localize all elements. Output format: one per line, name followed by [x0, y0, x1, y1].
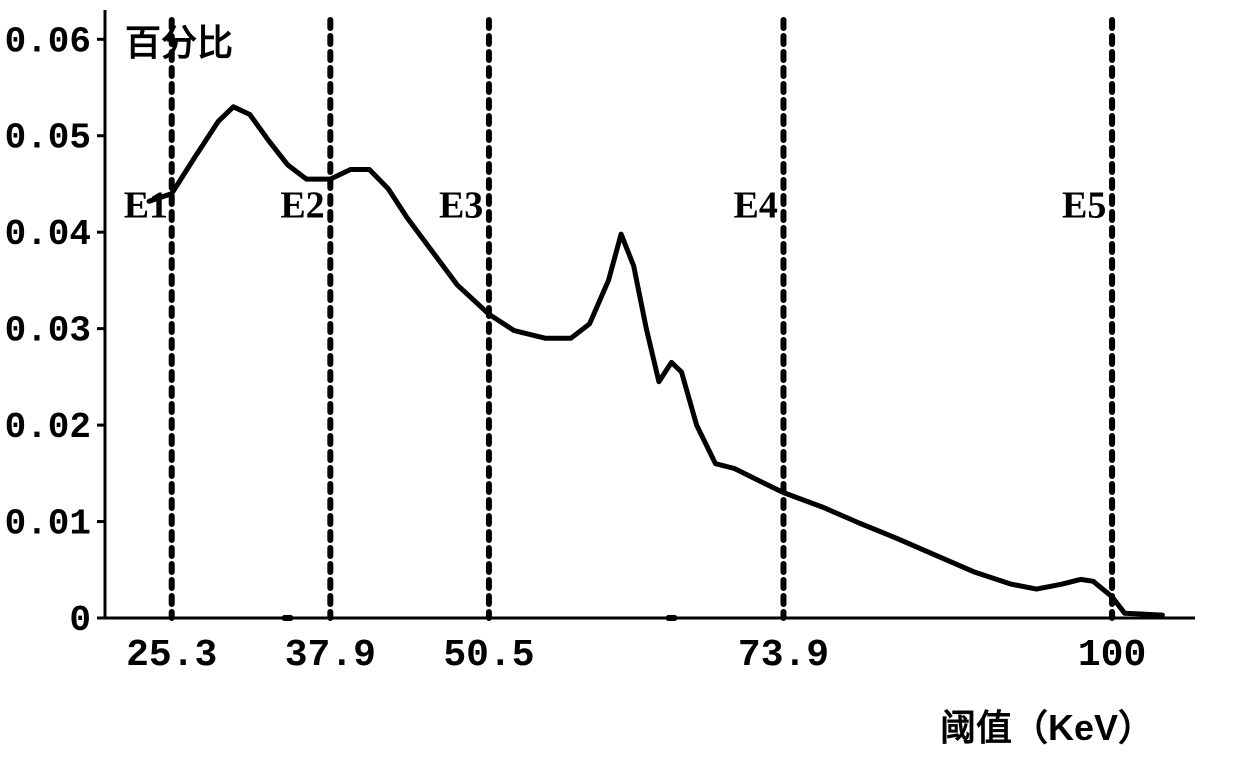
x-tick-label: 37.9 [285, 634, 376, 677]
y-axis-title: 百分比 [125, 22, 233, 63]
y-tick-label: 0.03 [5, 311, 91, 352]
x-tick-label: 73.9 [738, 634, 829, 677]
y-tick-label: 0.01 [5, 504, 91, 545]
axes [105, 10, 1195, 618]
region-label: E2 [280, 185, 324, 227]
y-tick-label: 0 [69, 600, 91, 641]
y-tick-label: 0.06 [5, 21, 91, 62]
spectrum-chart: 0 0.01 0.02 0.03 0.04 0.05 0.06 25.3 37.9 50.5 73… [0, 0, 1240, 768]
region-label: E3 [439, 185, 483, 227]
x-tick-labels: 25.3 37.9 50.5 73.9 100 [126, 634, 1146, 677]
x-tick-label: 25.3 [126, 634, 217, 677]
region-label: E5 [1062, 185, 1106, 227]
y-tick-label: 0.05 [5, 118, 91, 159]
x-tick-label: 50.5 [443, 634, 534, 677]
region-label: E4 [734, 185, 778, 227]
y-tick-label: 0.04 [5, 214, 91, 255]
y-tick-labels: 0 0.01 0.02 0.03 0.04 0.05 0.06 [5, 21, 105, 641]
y-tick-label: 0.02 [5, 407, 91, 448]
x-axis-title: 阈值（KeV） [940, 707, 1154, 748]
region-label: E1 [124, 185, 168, 227]
x-tick-label: 100 [1078, 634, 1146, 677]
region-labels: E1 E2 E3 E4 E5 [124, 185, 1107, 227]
spectrum-line [149, 107, 1162, 615]
